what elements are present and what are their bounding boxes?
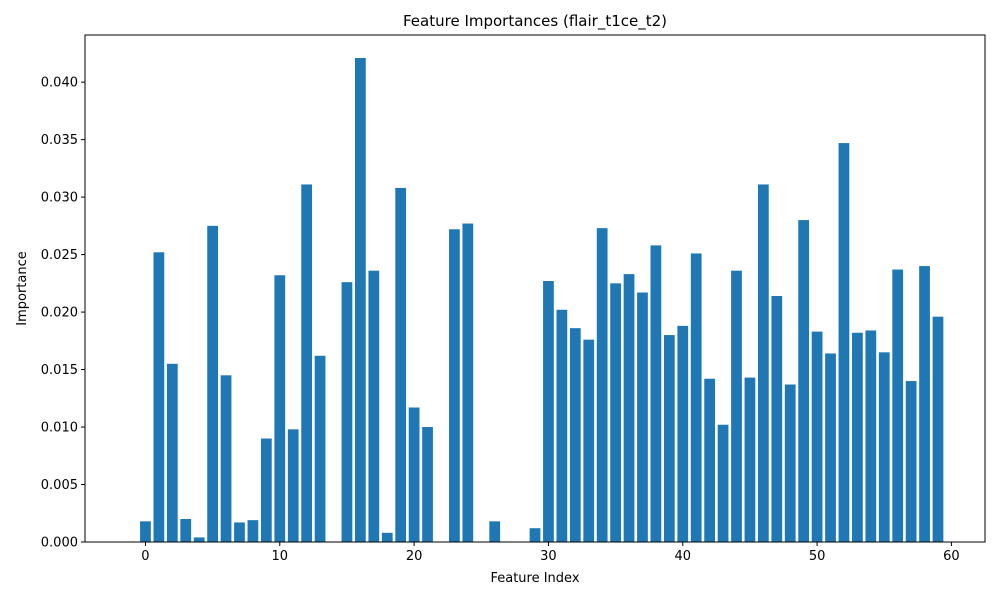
bar-feature-9 [260,438,272,542]
bar-feature-53 [852,332,863,542]
y-tick-label: 0.035 [41,133,78,148]
y-tick-label: 0.020 [41,306,78,321]
y-tick-label: 0.010 [41,421,78,436]
bar-feature-7 [234,522,245,542]
y-axis-ticks: 0.000 0.005 0.010 0.015 0.020 0.025 0.030 0.035… [41,76,85,551]
bar-feature-4 [193,537,205,542]
bar-feature-37 [637,292,648,542]
y-tick-label: 0.005 [41,478,78,493]
bar-feature-20 [408,407,420,542]
bar-feature-0 [140,521,151,542]
x-tick-label: 40 [674,549,691,564]
bar-feature-38 [650,245,662,542]
bar-feature-33 [583,339,595,542]
plot-frame [84,34,986,543]
bar-feature-48 [784,384,796,542]
bar-feature-49 [798,220,810,542]
bar-feature-39 [663,335,675,542]
bar-feature-42 [704,378,715,542]
bar-feature-54 [865,330,877,542]
bar-feature-52 [838,143,850,542]
bar-feature-19 [395,187,407,542]
bar-feature-26 [489,521,501,542]
bar-feature-41 [690,253,702,542]
bar-feature-59 [932,316,944,542]
bar-feature-35 [610,283,621,542]
x-axis-title: Feature Index [490,571,579,586]
y-tick-label: 0.015 [41,363,78,378]
bar-feature-57 [905,381,917,542]
y-tick-label: 0.025 [41,248,78,263]
bar-feature-15 [341,282,353,542]
bar-feature-11 [287,429,299,542]
bars-group [140,57,944,543]
bar-feature-46 [757,184,769,542]
bar-feature-6 [220,375,232,542]
bar-feature-18 [381,532,393,542]
x-axis-ticks: 0 10 20 30 40 50 60 [141,542,960,564]
x-tick-label: 60 [943,549,960,564]
bar-feature-12 [301,184,313,542]
bar-feature-56 [892,269,904,542]
bar-feature-58 [919,266,930,542]
bar-feature-31 [556,309,568,542]
x-tick-label: 50 [809,549,826,564]
bar-feature-51 [825,353,836,542]
y-tick-label: 0.030 [41,191,78,206]
bar-feature-1 [153,252,165,543]
x-tick-label: 20 [406,549,423,564]
bar-feature-55 [878,352,890,542]
y-tick-label: 0.000 [41,536,78,551]
bar-feature-40 [677,325,689,542]
bar-feature-10 [274,275,286,542]
bar-feature-23 [449,229,460,543]
chart-title: Feature Importances (flair_t1ce_t2) [403,12,667,31]
bar-feature-17 [368,270,380,542]
bar-feature-44 [731,270,742,542]
bar-feature-8 [247,520,259,542]
bar-feature-3 [180,519,192,542]
bar-feature-24 [462,223,474,543]
bar-feature-47 [771,295,783,542]
bar-feature-45 [744,377,756,542]
bar-feature-16 [355,57,366,543]
bar-feature-5 [207,225,218,542]
y-axis-title: Importance [15,251,30,326]
bar-feature-50 [811,331,823,542]
bar-feature-29 [529,528,541,542]
bar-feature-34 [596,228,608,542]
x-tick-label: 30 [540,549,557,564]
bar-feature-32 [569,328,581,542]
bar-feature-13 [314,355,326,542]
bar-feature-21 [422,427,433,542]
x-tick-label: 10 [272,549,289,564]
bar-feature-43 [717,424,729,542]
bar-feature-2 [166,363,178,542]
x-tick-label: 0 [141,549,149,564]
bar-feature-30 [543,281,554,542]
bar-feature-36 [623,274,635,542]
y-tick-label: 0.040 [41,76,78,91]
